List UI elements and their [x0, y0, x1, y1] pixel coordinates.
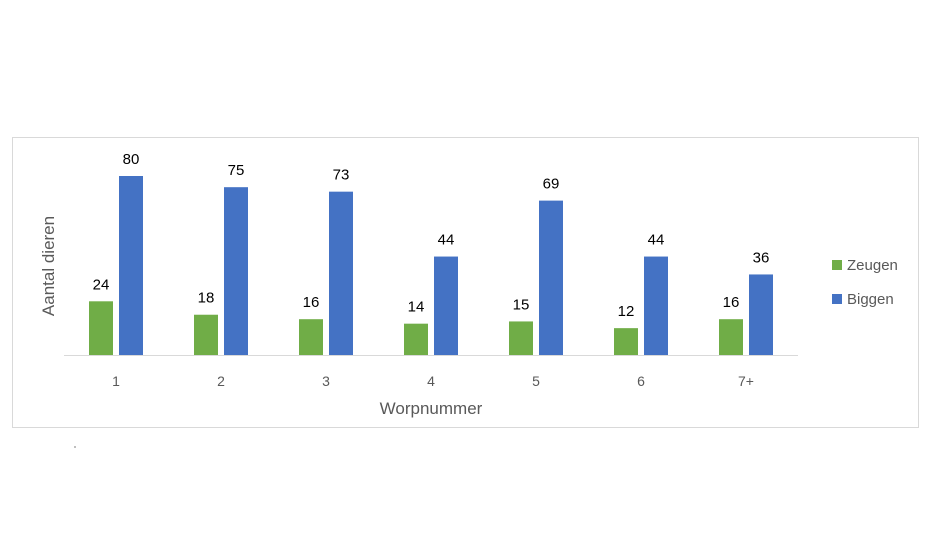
bar-zeugen-6 — [614, 328, 638, 355]
data-label-biggen-5: 69 — [543, 176, 560, 193]
bar-zeugen-1 — [89, 301, 113, 355]
x-axis-title: Worpnummer — [380, 399, 483, 418]
x-tick-label-2: 2 — [217, 373, 225, 389]
legend-swatch-zeugen — [832, 260, 842, 270]
data-label-biggen-6: 44 — [648, 232, 665, 249]
x-tick-label-3: 3 — [322, 373, 330, 389]
data-label-zeugen-1: 24 — [93, 276, 110, 293]
data-label-biggen-2: 75 — [228, 162, 245, 179]
data-label-zeugen-6: 12 — [618, 303, 635, 320]
legend-label-biggen: Biggen — [847, 291, 894, 308]
bar-biggen-2 — [224, 187, 248, 355]
data-label-biggen-3: 73 — [333, 167, 350, 184]
data-label-zeugen-3: 16 — [303, 294, 320, 311]
x-tick-label-1: 1 — [112, 373, 120, 389]
bar-zeugen-2 — [194, 314, 218, 355]
legend-swatch-biggen — [832, 294, 842, 304]
data-label-biggen-7+: 36 — [753, 249, 770, 266]
bar-biggen-7+ — [749, 274, 773, 355]
x-tick-label-6: 6 — [637, 373, 645, 389]
bar-zeugen-3 — [299, 319, 323, 355]
y-axis-title: Aantal dieren — [39, 216, 58, 316]
bar-biggen-1 — [119, 176, 143, 355]
x-tick-label-7+: 7+ — [738, 373, 754, 389]
data-label-biggen-4: 44 — [438, 232, 455, 249]
bar-zeugen-5 — [509, 321, 533, 355]
data-label-zeugen-5: 15 — [513, 296, 530, 313]
bar-biggen-3 — [329, 191, 353, 355]
bar-zeugen-4 — [404, 323, 428, 355]
bar-biggen-5 — [539, 200, 563, 355]
data-label-zeugen-7+: 16 — [723, 294, 740, 311]
x-tick-label-4: 4 — [427, 373, 435, 389]
bar-biggen-6 — [644, 256, 668, 355]
legend-label-zeugen: Zeugen — [847, 257, 898, 274]
x-tick-label-5: 5 — [532, 373, 540, 389]
bar-biggen-4 — [434, 256, 458, 355]
data-label-zeugen-4: 14 — [408, 299, 425, 316]
data-label-biggen-1: 80 — [123, 151, 140, 168]
stray-dot — [74, 446, 76, 448]
data-label-zeugen-2: 18 — [198, 290, 215, 307]
bar-zeugen-7+ — [719, 319, 743, 355]
